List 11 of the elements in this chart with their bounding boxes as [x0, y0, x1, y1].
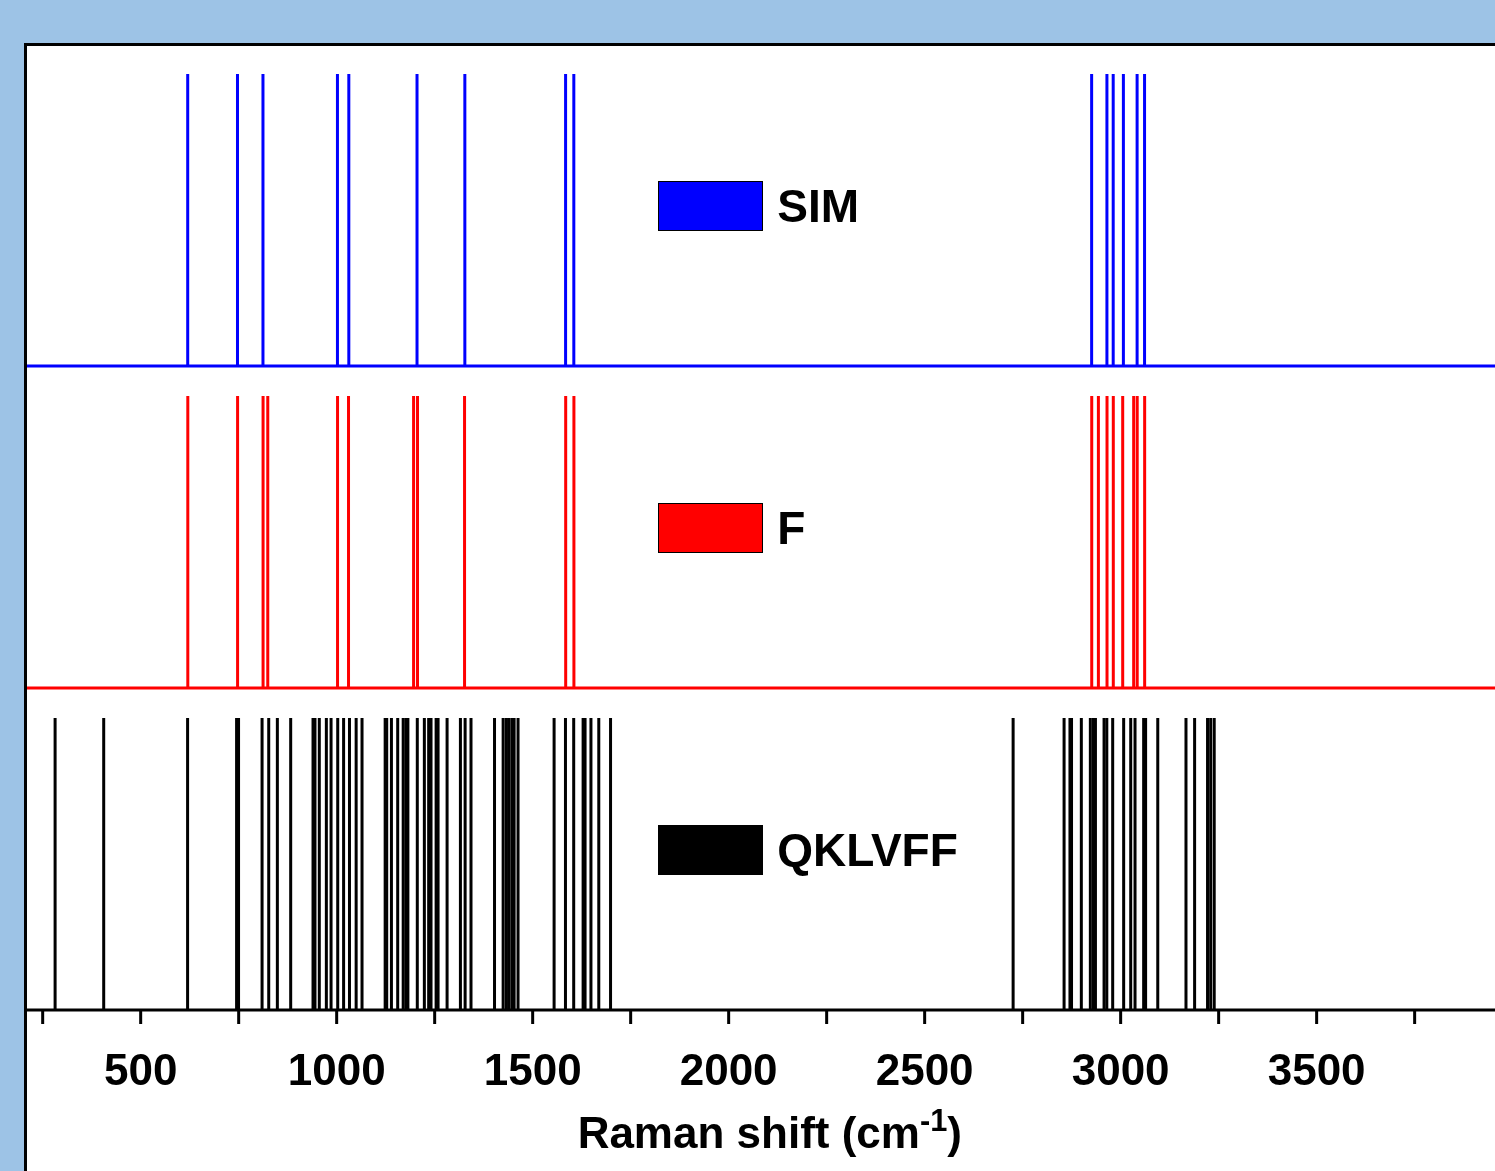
legend-label: QKLVFF [777, 823, 958, 877]
x-tick-label: 500 [103, 1045, 178, 1095]
x-tick-label: 3500 [1267, 1045, 1366, 1095]
x-tick-label: 2500 [875, 1045, 974, 1095]
x-tick-label: 3000 [1071, 1045, 1170, 1095]
x-tick-label: 1000 [287, 1045, 386, 1095]
legend-label: SIM [777, 179, 860, 233]
x-tick-label: 1500 [483, 1045, 582, 1095]
legend-label: F [777, 501, 806, 555]
x-tick-label: 2000 [679, 1045, 778, 1095]
x-axis-title: Raman shift (cm$^{-1}$) [577, 1102, 962, 1157]
